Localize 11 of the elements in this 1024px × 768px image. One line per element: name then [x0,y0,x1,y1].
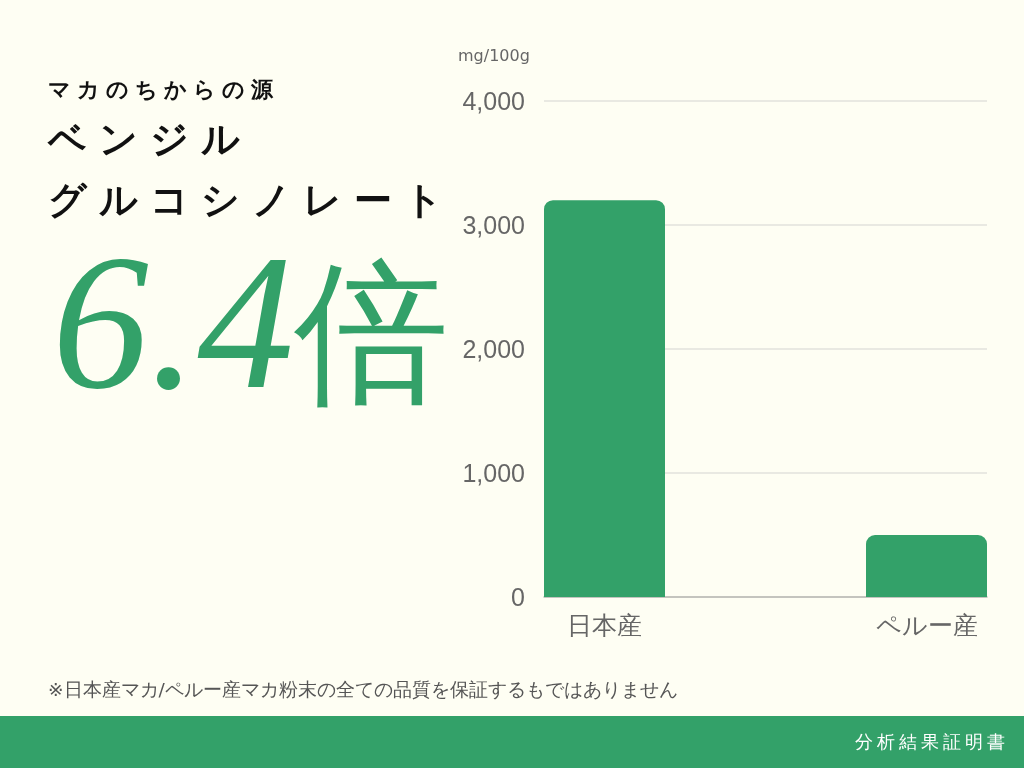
y-tick-label: 1,000 [462,459,525,487]
text: ※日本産マカ/ペルー産マカ粉末の全ての品質を保証するもではありません [48,679,678,701]
y-tick-label: 2,000 [462,335,525,363]
y-axis-title: mg/100g [458,46,530,66]
text: 分析結果証明書 [855,730,1009,754]
y-tick-label: 3,000 [462,211,525,239]
text: マカのちからの源 [48,76,279,104]
x-tick-label: 日本産 [567,611,642,640]
x-tick-label: ペルー産 [875,611,978,640]
y-tick-label: 0 [511,583,525,611]
y-tick-label: 4,000 [462,87,525,115]
